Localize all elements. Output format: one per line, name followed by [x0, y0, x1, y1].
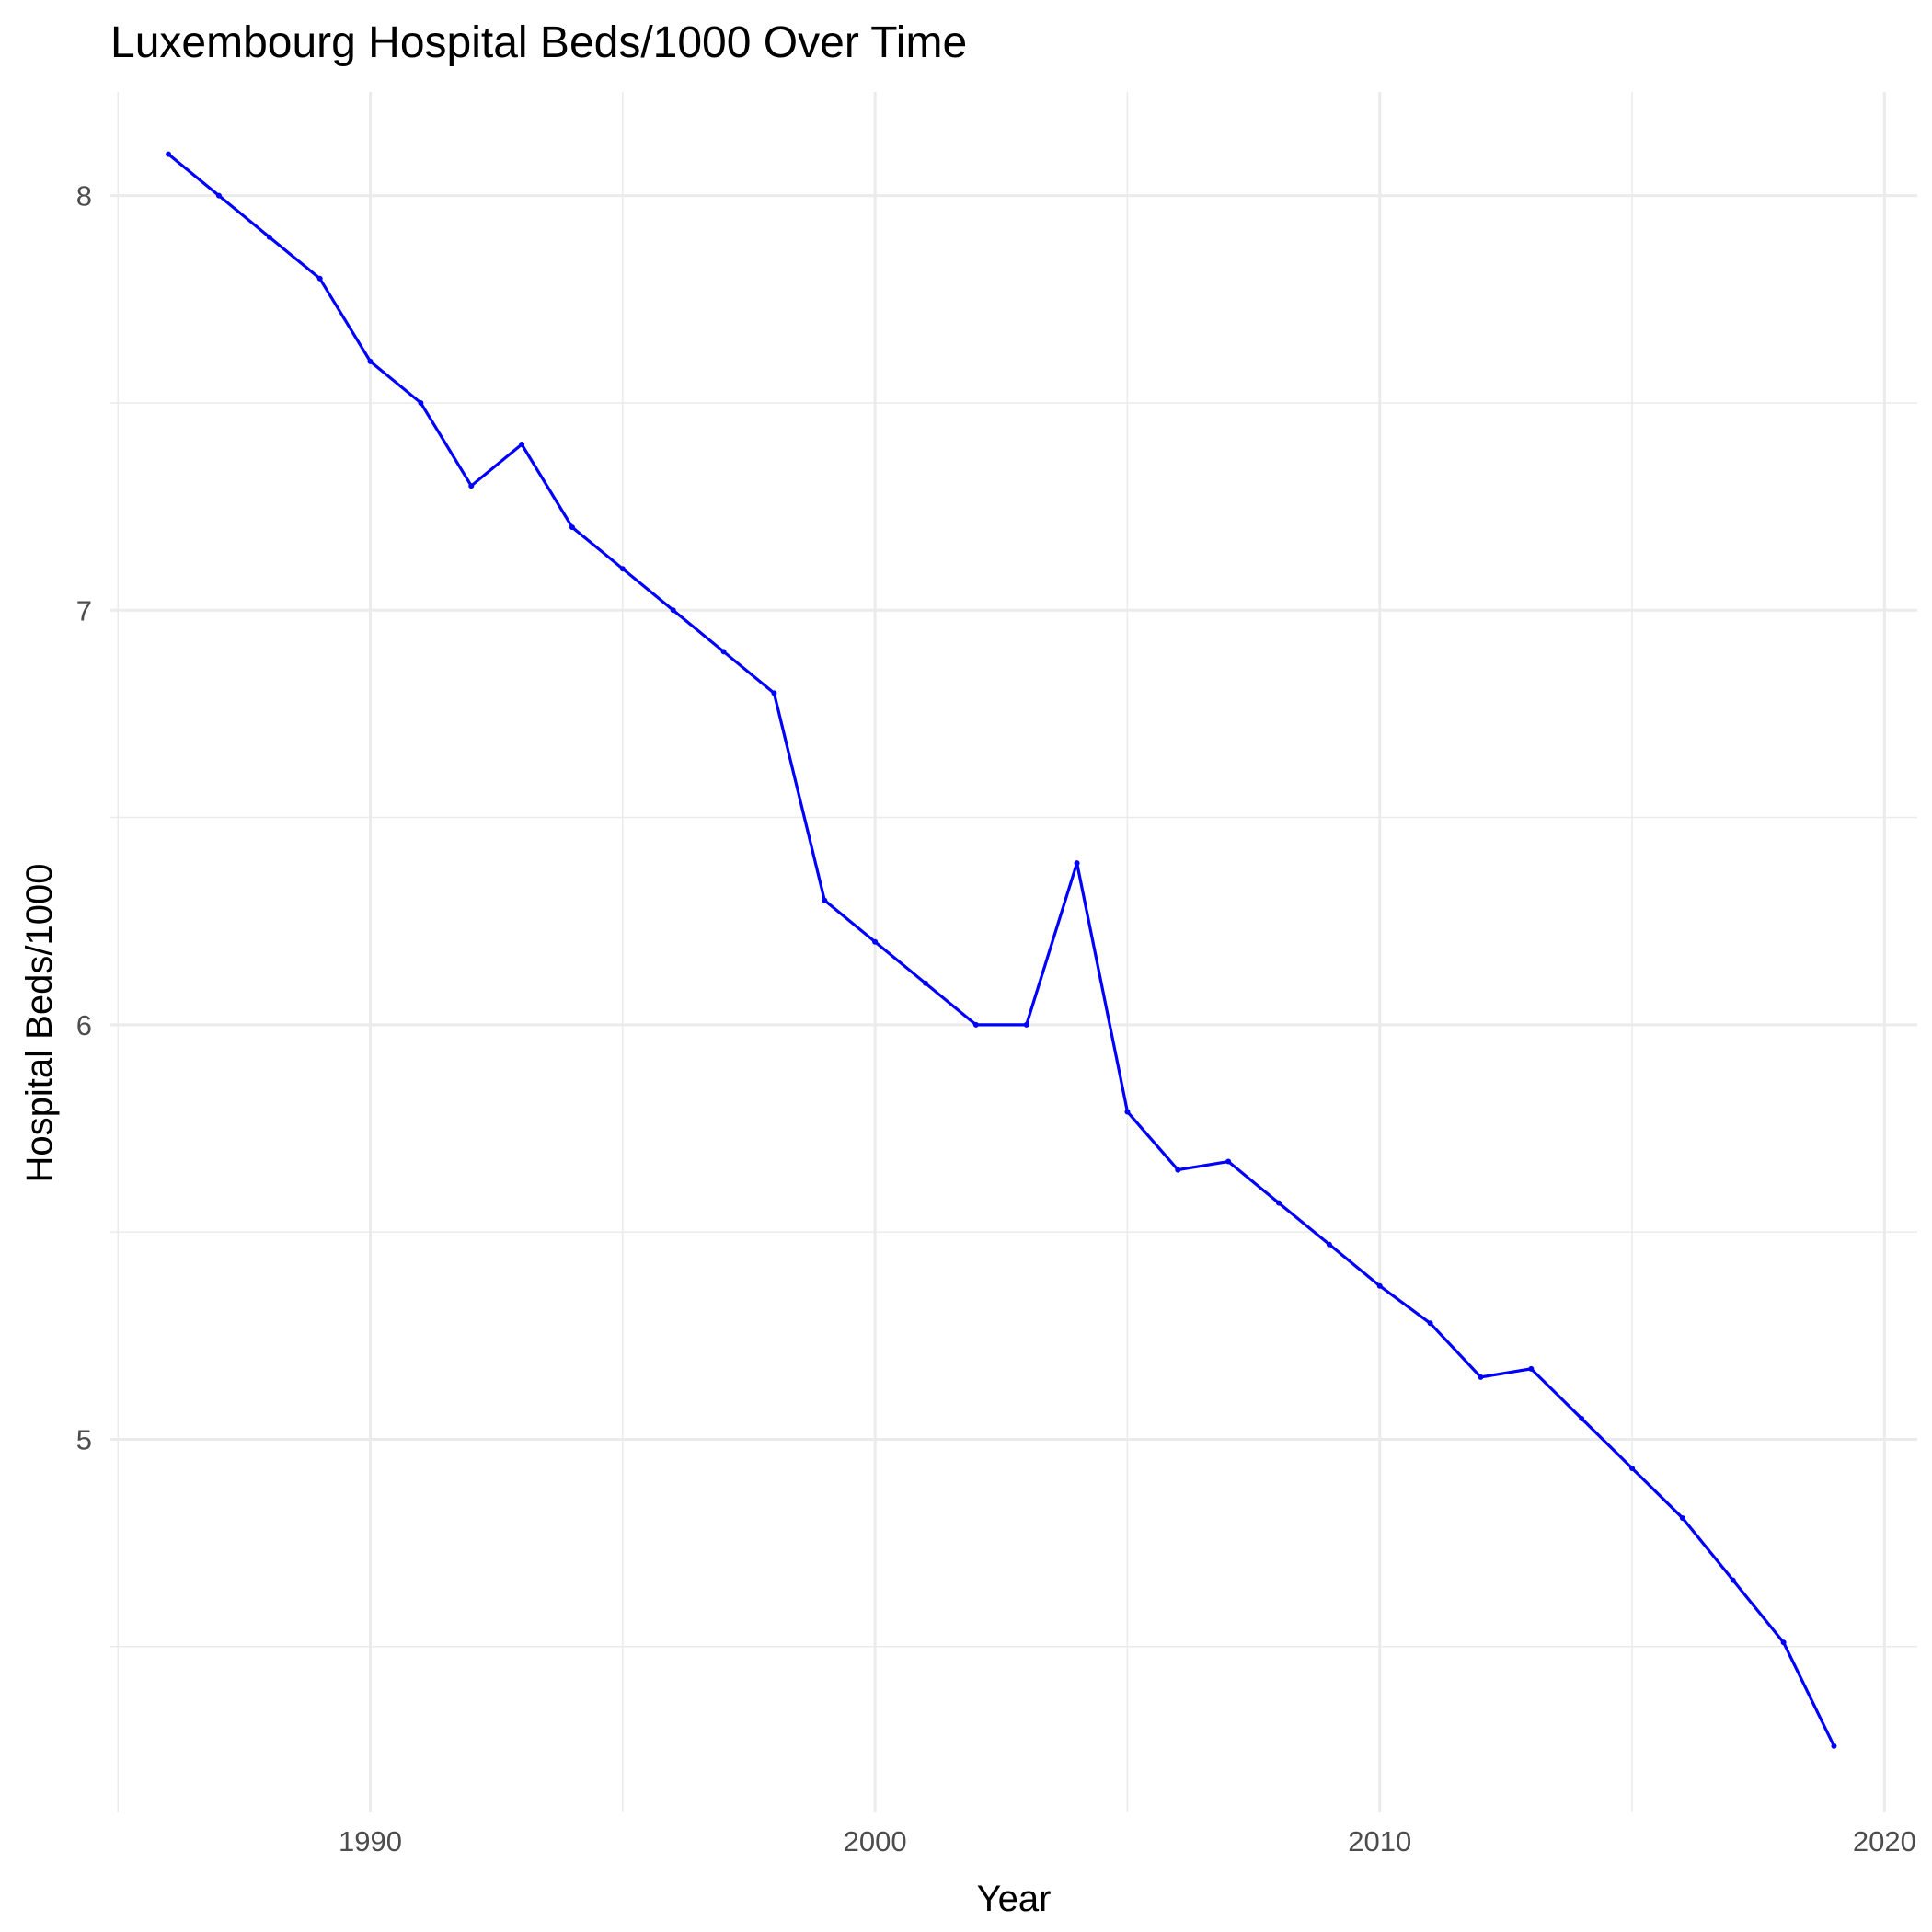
y-tick-label: 5	[76, 1423, 92, 1455]
chart-title: Luxembourg Hospital Beds/1000 Over Time	[110, 18, 967, 67]
data-point	[1326, 1241, 1332, 1248]
data-point	[1478, 1374, 1484, 1380]
data-point	[1579, 1415, 1585, 1421]
minor-gridlines	[110, 92, 1917, 1812]
series-layer	[167, 153, 1835, 1747]
data-points	[166, 151, 1837, 1749]
data-point	[215, 192, 222, 199]
data-point	[166, 151, 172, 157]
x-tick-label: 2020	[1853, 1825, 1916, 1857]
x-axis-tick-labels: 1990 2000 2010 2020	[339, 1825, 1916, 1857]
data-point	[1528, 1365, 1535, 1372]
data-point	[1629, 1466, 1636, 1471]
data-point	[468, 483, 475, 489]
y-tick-label: 7	[76, 594, 92, 627]
y-tick-label: 6	[76, 1009, 92, 1041]
data-point	[771, 690, 777, 696]
data-point	[519, 442, 525, 448]
y-axis-title: Hospital Beds/1000	[19, 864, 60, 1183]
series-line	[167, 153, 1835, 1747]
data-point	[1730, 1577, 1736, 1583]
x-tick-label: 1990	[339, 1825, 402, 1857]
data-point	[1831, 1742, 1837, 1749]
x-axis-title: Year	[977, 1879, 1052, 1919]
data-point	[1780, 1639, 1787, 1646]
data-point	[1276, 1200, 1282, 1206]
data-point	[619, 566, 626, 572]
data-point	[1376, 1282, 1383, 1289]
data-point	[418, 399, 424, 406]
data-point	[720, 649, 727, 655]
data-point	[1124, 1109, 1131, 1115]
data-point	[1679, 1515, 1685, 1522]
y-tick-label: 8	[76, 180, 92, 213]
data-point	[266, 234, 272, 240]
data-point	[922, 980, 928, 986]
data-point	[316, 275, 323, 282]
data-point	[1023, 1021, 1029, 1028]
data-point	[1175, 1167, 1181, 1173]
data-point	[1225, 1158, 1232, 1165]
data-point	[367, 358, 374, 364]
data-point	[569, 524, 575, 531]
y-axis-tick-labels: 5 6 7 8	[76, 180, 92, 1456]
data-point	[1427, 1320, 1433, 1327]
data-point	[1074, 860, 1080, 867]
data-point	[822, 897, 828, 903]
x-tick-label: 2010	[1348, 1825, 1411, 1857]
major-gridlines	[110, 92, 1917, 1812]
data-point	[972, 1021, 979, 1028]
data-point	[872, 938, 879, 945]
data-point	[670, 607, 676, 614]
x-tick-label: 2000	[844, 1825, 907, 1857]
